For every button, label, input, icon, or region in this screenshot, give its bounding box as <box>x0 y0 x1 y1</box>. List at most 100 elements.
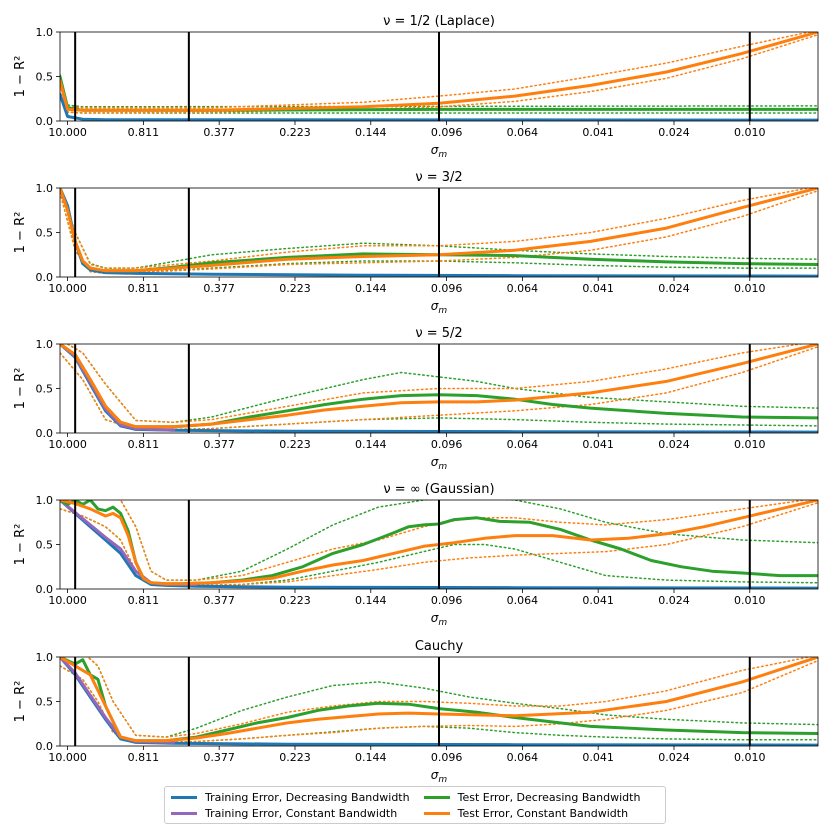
y-axis-label: 1 − R² <box>13 56 28 98</box>
x-tick-label: 0.223 <box>279 594 311 607</box>
x-tick-label: 0.223 <box>279 751 311 764</box>
series-test-error-constant-bandwidth-band-upper <box>86 657 813 738</box>
x-tick-label: 10.000 <box>48 282 87 295</box>
x-tick-label: 0.041 <box>582 594 614 607</box>
y-axis-label: 1 − R² <box>13 368 28 410</box>
legend-swatch <box>423 795 450 799</box>
x-label-base: σ <box>431 455 439 469</box>
legend: Training Error, Decreasing Bandwidth Tes… <box>164 786 666 824</box>
y-tick-label: 0.0 <box>36 740 54 753</box>
x-tick-label: 0.144 <box>355 282 387 295</box>
subplot-2: ν = 3/2 0.0 0.5 1.0 10.000 0.811 0.377 0.223 0.1… <box>13 170 819 316</box>
x-tick-label: 0.024 <box>658 751 690 764</box>
x-tick-label: 0.144 <box>355 594 387 607</box>
series-test-error-constant-bandwidth-band-upper <box>66 344 806 424</box>
x-tick-label: 10.000 <box>48 751 87 764</box>
x-label-base: σ <box>431 611 439 625</box>
x-tick-label: 0.010 <box>734 126 766 139</box>
y-tick-label: 0.0 <box>36 427 54 440</box>
subplot-3: ν = 5/2 0.0 0.5 1.0 10.000 0.811 0.377 0.223 0.1… <box>13 326 819 472</box>
series-test-error-decreasing-bandwidth <box>60 657 818 743</box>
legend-item-training-decreasing: Training Error, Decreasing Bandwidth <box>171 789 410 805</box>
x-tick-label: 0.024 <box>658 282 690 295</box>
y-tick-label: 1.0 <box>36 182 54 195</box>
x-tick-label: 0.041 <box>582 126 614 139</box>
subplot-title: Cauchy <box>415 639 464 654</box>
x-tick-label: 0.223 <box>279 438 311 451</box>
subplot-1: ν = 1/2 (Laplace) 0.0 0.5 1.0 10.000 0.811 0.3… <box>13 14 819 160</box>
y-tick-label: 0.5 <box>36 383 54 396</box>
x-tick-label: 0.144 <box>355 438 387 451</box>
x-tick-label: 0.377 <box>203 282 235 295</box>
x-tick-label: 10.000 <box>48 438 87 451</box>
x-tick-label: 0.811 <box>128 751 160 764</box>
y-axis-label: 1 − R² <box>13 681 28 723</box>
y-tick-label: 0.5 <box>36 227 54 240</box>
x-tick-label: 0.024 <box>658 594 690 607</box>
series-test-error-decreasing-bandwidth-band-lower <box>60 191 818 275</box>
y-axis-label: 1 − R² <box>13 212 28 254</box>
x-axis-label: σm <box>431 455 448 472</box>
x-label-subscript: m <box>438 775 447 785</box>
x-label-subscript: m <box>438 306 447 316</box>
x-tick-label: 0.024 <box>658 126 690 139</box>
y-tick-label: 0.5 <box>36 696 54 709</box>
x-tick-label: 0.223 <box>279 126 311 139</box>
x-axis-label: σm <box>431 768 448 785</box>
x-label-base: σ <box>431 768 439 782</box>
x-axis-label: σm <box>431 611 448 628</box>
x-tick-label: 10.000 <box>48 594 87 607</box>
legend-label: Training Error, Decreasing Bandwidth <box>205 790 410 804</box>
x-tick-label: 0.096 <box>431 126 463 139</box>
x-tick-label: 0.223 <box>279 282 311 295</box>
series-test-error-constant-bandwidth <box>60 344 818 429</box>
y-tick-label: 0.5 <box>36 71 54 84</box>
series-test-error-decreasing-bandwidth-band-upper <box>66 344 818 424</box>
series-test-error-constant-bandwidth <box>60 188 818 273</box>
legend-item-training-constant: Training Error, Constant Bandwidth <box>171 805 410 821</box>
x-tick-label: 0.041 <box>582 282 614 295</box>
x-tick-label: 0.064 <box>507 438 539 451</box>
x-tick-label: 0.064 <box>507 594 539 607</box>
x-tick-label: 0.041 <box>582 751 614 764</box>
legend-swatch <box>423 811 450 815</box>
x-tick-label: 0.144 <box>355 126 387 139</box>
x-tick-label: 0.010 <box>734 438 766 451</box>
x-tick-label: 0.377 <box>203 594 235 607</box>
x-tick-label: 0.377 <box>203 751 235 764</box>
y-tick-label: 0.0 <box>36 271 54 284</box>
x-tick-label: 0.024 <box>658 438 690 451</box>
x-axis-label: σm <box>431 143 448 160</box>
series-training-error-decreasing-bandwidth <box>60 92 818 121</box>
x-tick-label: 0.144 <box>355 751 387 764</box>
y-tick-label: 1.0 <box>36 26 54 39</box>
legend-label: Test Error, Constant Bandwidth <box>457 806 629 820</box>
x-tick-label: 0.096 <box>431 751 463 764</box>
x-tick-label: 0.041 <box>582 438 614 451</box>
legend-swatch <box>171 811 197 815</box>
series-group <box>60 500 818 589</box>
subplot-title: ν = 5/2 <box>415 326 462 341</box>
x-tick-label: 0.010 <box>734 282 766 295</box>
x-axis-label: σm <box>431 299 448 316</box>
series-test-error-constant-bandwidth-band-lower <box>60 345 818 431</box>
y-tick-label: 1.0 <box>36 651 54 664</box>
subplot-5: Cauchy 0.0 0.5 1.0 10.000 0.811 0.377 0.223 0.14… <box>13 639 819 785</box>
x-label-base: σ <box>431 143 439 157</box>
legend-item-test-decreasing: Test Error, Decreasing Bandwidth <box>423 789 659 805</box>
series-test-error-constant-bandwidth-band-upper <box>60 32 814 109</box>
x-label-subscript: m <box>438 150 447 160</box>
x-label-subscript: m <box>438 462 447 472</box>
x-tick-label: 0.064 <box>507 282 539 295</box>
x-tick-label: 0.811 <box>128 594 160 607</box>
x-tick-label: 0.010 <box>734 594 766 607</box>
y-axis-label: 1 − R² <box>13 524 28 566</box>
series-test-error-constant-bandwidth-band-upper <box>117 500 811 581</box>
x-tick-label: 0.096 <box>431 282 463 295</box>
y-tick-label: 1.0 <box>36 494 54 507</box>
series-test-error-decreasing-bandwidth-band-lower <box>60 80 818 114</box>
series-group <box>60 188 818 277</box>
series-test-error-constant-bandwidth-band-lower <box>60 659 818 744</box>
series-test-error-constant-bandwidth <box>60 500 818 586</box>
